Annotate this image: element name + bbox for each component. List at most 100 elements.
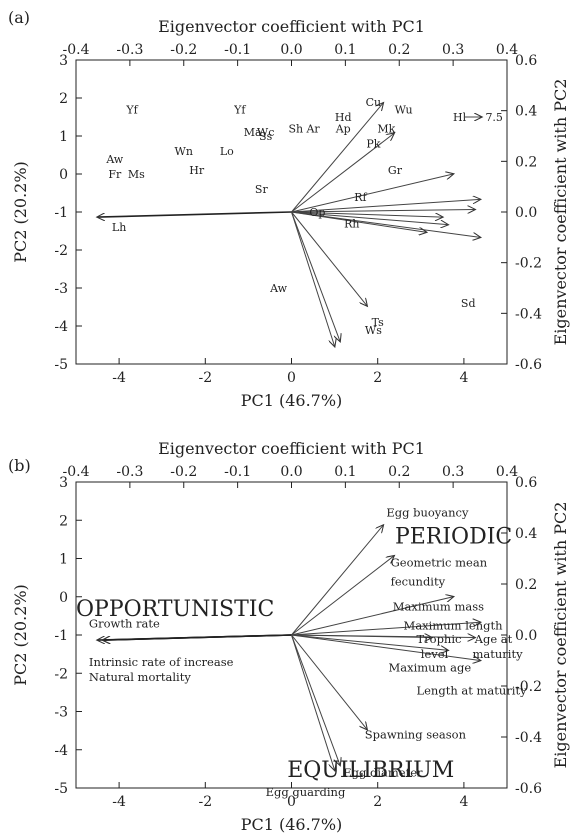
x-tick-label: 4 (459, 794, 468, 810)
vector-label: Maximum length (404, 618, 504, 632)
loading-vector (98, 211, 292, 217)
y-tick-label: -4 (54, 319, 68, 335)
y-axis-title: PC2 (20.2%) (11, 584, 30, 686)
y2-tick-label: 0.6 (515, 53, 537, 69)
x2-axis-title: Eigenvector coefficient with PC1 (158, 17, 425, 36)
y2-tick-label: -0.2 (515, 256, 542, 272)
vector-label: Maximum age (388, 661, 471, 675)
vector-label: fecundity (391, 574, 446, 588)
loading-vector (291, 597, 454, 636)
y-tick-label: 0 (59, 590, 68, 606)
loading-vector (291, 556, 394, 636)
loading-vector (103, 634, 292, 640)
species-label: Wn (175, 145, 193, 158)
x2-tick-label: 0.3 (442, 42, 464, 58)
panel-label: (b) (8, 456, 31, 475)
x-tick-label: -4 (112, 370, 126, 386)
strategy-label: PERIODIC (395, 525, 512, 550)
species-label: Gr (388, 164, 403, 177)
x-tick-label: 2 (373, 794, 382, 810)
species-label: Rf (354, 191, 367, 204)
vector-label: level (421, 647, 449, 661)
x2-tick-label: 0.4 (496, 42, 518, 58)
y2-tick-label: -0.4 (515, 730, 542, 746)
y2-tick-label: 0.4 (515, 104, 537, 120)
species-label: Sr (255, 183, 269, 196)
species-label: Ap (335, 122, 351, 135)
x2-tick-label: -0.2 (170, 464, 197, 480)
loading-vector (291, 634, 340, 765)
x-axis-title: PC1 (46.7%) (241, 815, 343, 834)
x2-tick-label: -0.3 (116, 42, 143, 58)
x2-tick-label: 0.2 (388, 42, 410, 58)
species-label: Yf (233, 103, 246, 116)
loading-vector (291, 211, 448, 225)
species-label: Sd (461, 297, 476, 310)
species-label: Ws (365, 324, 382, 337)
loading-vector (291, 211, 340, 341)
y2-tick-label: 0.4 (515, 526, 537, 542)
vector-label: Spawning season (365, 727, 467, 741)
x-tick-label: -4 (112, 794, 126, 810)
species-label: Op (309, 206, 325, 219)
species-label: Ar (305, 122, 320, 135)
species-label: Wc (257, 126, 274, 139)
loading-vector (291, 634, 481, 661)
x2-tick-label: -0.2 (170, 42, 197, 58)
vector-label: Natural mortality (89, 670, 191, 684)
species-label: Aw (269, 282, 287, 295)
loading-vector (291, 622, 481, 636)
loading-vector (291, 635, 475, 638)
x-tick-label: 0 (287, 370, 296, 386)
y-tick-label: -3 (54, 281, 68, 297)
vector-label: Age at (474, 632, 513, 646)
strategy-label: EQUILIBRIUM (287, 758, 454, 783)
vector-label: Egg buoyancy (386, 506, 469, 520)
loading-vector (291, 211, 427, 232)
x2-tick-label: -0.1 (224, 464, 251, 480)
y-tick-label: 3 (59, 53, 68, 69)
x-tick-label: 2 (373, 370, 382, 386)
x2-tick-label: -0.1 (224, 42, 251, 58)
y2-tick-label: 0.2 (515, 577, 537, 593)
species-label: Rh (344, 217, 359, 230)
y2-tick-label: 0.0 (515, 628, 537, 644)
y-tick-label: -5 (54, 357, 68, 373)
y-tick-label: 2 (59, 513, 68, 529)
y2-tick-label: 0.2 (515, 154, 537, 170)
species-label: Fr (108, 168, 122, 181)
species-label: Lh (112, 221, 126, 234)
y-tick-label: 0 (59, 167, 68, 183)
y-tick-label: -3 (54, 705, 68, 721)
species-label: Hd (335, 111, 352, 124)
y-tick-label: -5 (54, 781, 68, 797)
loading-vector (291, 634, 367, 729)
species-label: Ms (128, 168, 145, 181)
loading-vector (291, 634, 448, 650)
x2-tick-label: -0.4 (63, 464, 90, 480)
y2-tick-label: 0.0 (515, 205, 537, 221)
species-label: Hr (189, 164, 205, 177)
vector-label: Length at maturity (416, 683, 527, 697)
loading-vector (291, 634, 335, 770)
loading-vector (291, 103, 384, 213)
species-label: Sh (288, 122, 303, 135)
x2-tick-label: 0.0 (280, 42, 302, 58)
y-tick-label: -1 (54, 628, 68, 644)
x-axis-title: PC1 (46.7%) (241, 391, 343, 410)
y-axis-title: PC2 (20.2%) (11, 161, 30, 263)
x2-tick-label: -0.3 (116, 464, 143, 480)
species-label: Ts (372, 316, 385, 329)
y-tick-label: 2 (59, 91, 68, 107)
y2-axis-title: Eigenvector coefficient with PC2 (551, 502, 570, 769)
y2-tick-label: -0.2 (515, 679, 542, 695)
y2-tick-label: 0.6 (515, 475, 537, 491)
offscale-label: 7.5 (485, 111, 503, 124)
loading-vector (291, 209, 475, 212)
x2-tick-label: 0.0 (280, 464, 302, 480)
loading-vector (291, 211, 481, 237)
loading-vector (291, 211, 443, 217)
x2-tick-label: 0.3 (442, 464, 464, 480)
y-tick-label: -1 (54, 205, 68, 221)
loading-vector (291, 525, 384, 636)
